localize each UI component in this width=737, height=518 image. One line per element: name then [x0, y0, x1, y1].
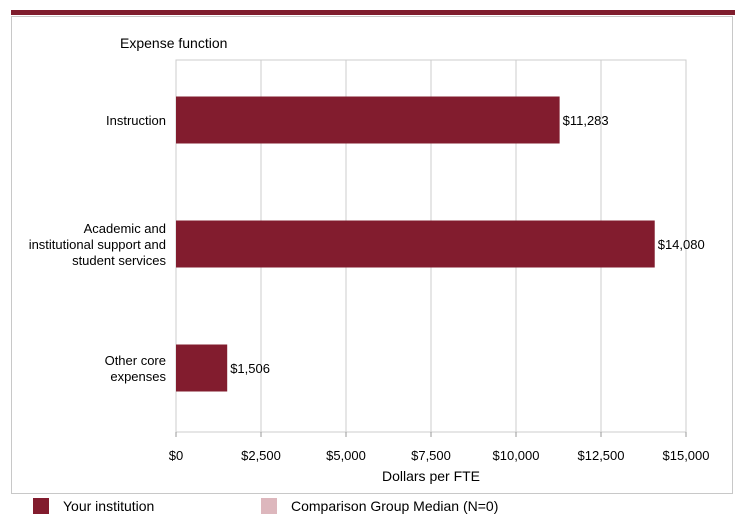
- category-label: institutional support and: [29, 237, 166, 252]
- x-tick-label: $2,500: [241, 448, 281, 463]
- header-accent-rule: [11, 10, 735, 15]
- chart-legend: Your institution Comparison Group Median…: [11, 494, 733, 518]
- bar-value-label: $14,080: [658, 237, 705, 252]
- category-label: Instruction: [106, 113, 166, 128]
- x-tick-label: $12,500: [578, 448, 625, 463]
- bar-value-label: $11,283: [563, 113, 609, 128]
- expense-bar-chart: Expense function $0 $2,500 $5,000 $7,500 $10…: [29, 35, 710, 484]
- bar: [176, 96, 560, 144]
- x-tick-label: $15,000: [663, 448, 710, 463]
- category-label: Other core: [105, 353, 166, 368]
- legend-item-comparison-median: Comparison Group Median (N=0): [261, 494, 498, 518]
- x-tick-label: $7,500: [411, 448, 451, 463]
- bar: [176, 344, 228, 392]
- category-label: Academic and: [84, 221, 166, 236]
- legend-item-your-institution: Your institution: [33, 494, 154, 518]
- legend-label-your-institution: Your institution: [63, 498, 155, 514]
- legend-label-comparison-median: Comparison Group Median (N=0): [291, 498, 499, 514]
- x-tick-label: $0: [169, 448, 183, 463]
- x-tick-label: $10,000: [493, 448, 540, 463]
- category-label: student services: [72, 253, 166, 268]
- legend-swatch-comparison-median: [261, 498, 277, 514]
- chart-title: Expense function: [120, 35, 227, 51]
- legend-swatch-your-institution: [33, 498, 49, 514]
- x-tick-label: $5,000: [326, 448, 366, 463]
- category-label: expenses: [110, 369, 166, 384]
- x-axis-label: Dollars per FTE: [382, 468, 480, 484]
- bar: [176, 220, 655, 268]
- bar-value-label: $1,506: [230, 361, 270, 376]
